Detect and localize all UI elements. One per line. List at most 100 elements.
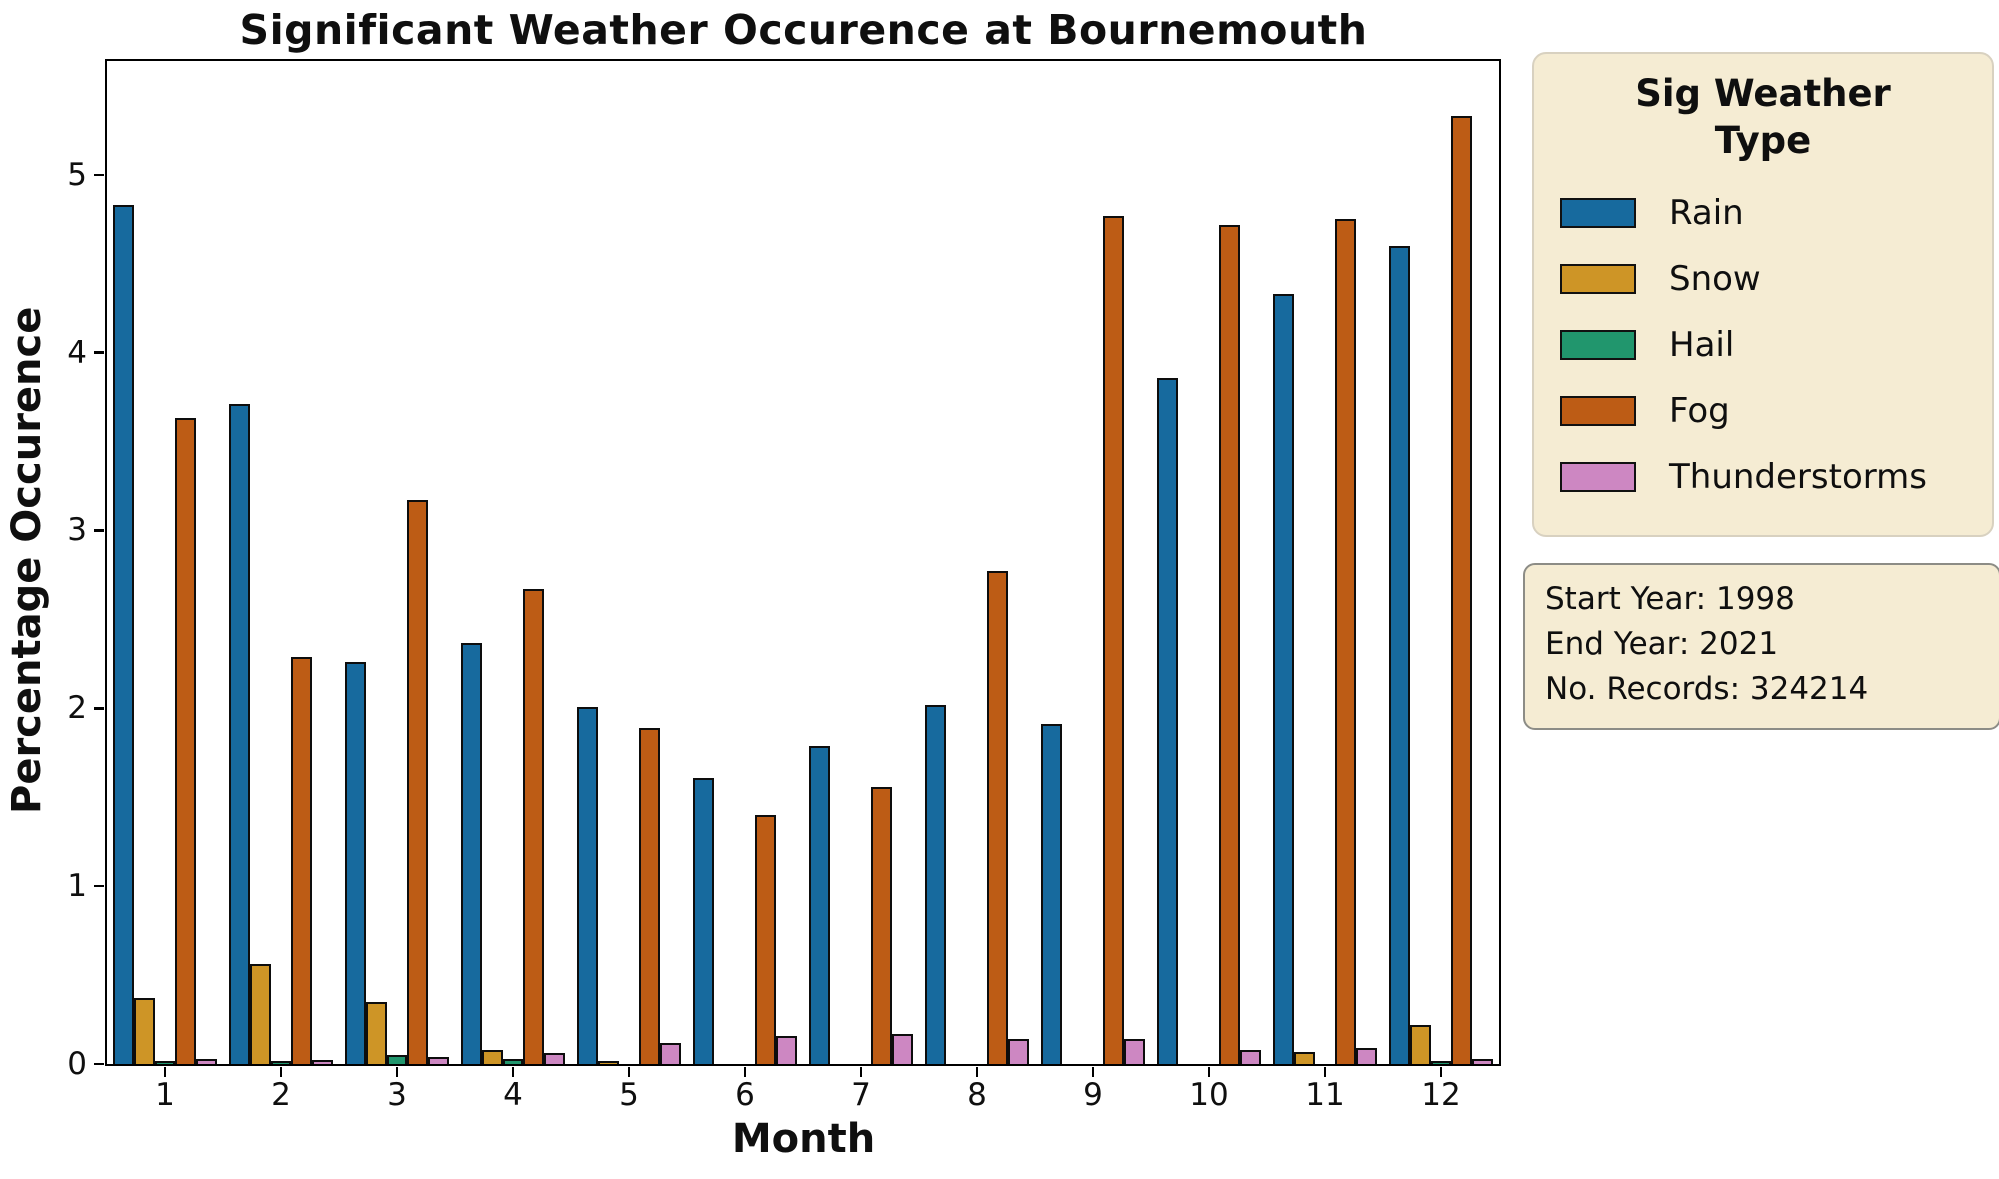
y-tick-label-2: 2 xyxy=(67,690,87,727)
bar-rain-month-2 xyxy=(229,404,250,1064)
bar-rain-month-11 xyxy=(1273,293,1294,1064)
x-tick-label-9: 9 xyxy=(1083,1077,1103,1113)
bar-snow-month-5 xyxy=(597,1061,619,1064)
bar-rain-month-6 xyxy=(693,777,714,1064)
bar-thunderstorms-month-5 xyxy=(660,1042,681,1064)
legend-label-rain: Rain xyxy=(1669,193,1744,233)
legend-item-hail: Hail xyxy=(1560,312,1992,378)
bar-snow-month-11 xyxy=(1293,1051,1315,1064)
info-start-year: Start Year: 1998 xyxy=(1545,581,1795,617)
bar-hail-month-12 xyxy=(1430,1061,1452,1064)
x-tick-label-4: 4 xyxy=(503,1077,523,1113)
chart-title: Significant Weather Occurence at Bournem… xyxy=(239,6,1368,54)
x-tick-1 xyxy=(163,1067,167,1077)
bar-fog-month-8 xyxy=(987,571,1009,1064)
x-tick-label-6: 6 xyxy=(735,1077,755,1113)
bar-rain-month-10 xyxy=(1157,377,1178,1064)
legend-title: Sig Weather Type xyxy=(1534,70,1992,164)
y-tick-label-5: 5 xyxy=(67,156,87,193)
bar-thunderstorms-month-4 xyxy=(544,1053,565,1064)
bar-rain-month-1 xyxy=(113,205,134,1064)
bar-thunderstorms-month-7 xyxy=(892,1033,913,1064)
bar-fog-month-7 xyxy=(871,786,893,1064)
x-tick-label-3: 3 xyxy=(387,1077,407,1113)
bar-thunderstorms-month-9 xyxy=(1124,1039,1145,1064)
bar-snow-month-2 xyxy=(249,964,271,1064)
bar-fog-month-4 xyxy=(523,589,545,1064)
y-tick-label-0: 0 xyxy=(67,1046,87,1082)
legend-item-fog: Fog xyxy=(1560,378,1992,444)
x-tick-label-5: 5 xyxy=(619,1077,639,1113)
bar-fog-month-6 xyxy=(755,815,777,1064)
bar-rain-month-3 xyxy=(345,662,366,1064)
x-tick-10 xyxy=(1207,1067,1211,1077)
bar-hail-month-3 xyxy=(386,1055,408,1064)
x-tick-6 xyxy=(743,1067,747,1077)
legend-label-hail: Hail xyxy=(1669,325,1735,365)
legend: Sig Weather Type Rain Snow Hail Fog Thunders… xyxy=(1532,52,1994,537)
info-end-year: End Year: 2021 xyxy=(1545,626,1779,662)
legend-item-rain: Rain xyxy=(1560,180,1992,246)
legend-items: Rain Snow Hail Fog Thunderstorms xyxy=(1534,180,1992,510)
bar-fog-month-1 xyxy=(175,418,197,1064)
bar-hail-month-2 xyxy=(270,1061,292,1064)
legend-item-thunderstorms: Thunderstorms xyxy=(1560,444,1992,510)
x-tick-label-7: 7 xyxy=(851,1077,871,1113)
y-tick-4 xyxy=(94,351,104,354)
x-tick-3 xyxy=(395,1067,399,1077)
bar-rain-month-4 xyxy=(461,642,482,1064)
bar-thunderstorms-month-1 xyxy=(196,1058,217,1064)
bar-hail-month-4 xyxy=(502,1058,524,1064)
y-tick-label-3: 3 xyxy=(67,512,87,549)
bar-fog-month-10 xyxy=(1219,224,1241,1064)
y-tick-label-4: 4 xyxy=(67,334,87,371)
y-axis-label: Percentage Occurence xyxy=(4,306,50,815)
bar-fog-month-9 xyxy=(1103,215,1125,1064)
bar-rain-month-5 xyxy=(577,706,598,1064)
bar-snow-month-4 xyxy=(481,1049,503,1064)
x-tick-label-1: 1 xyxy=(155,1077,175,1113)
x-tick-7 xyxy=(859,1067,863,1077)
bar-fog-month-5 xyxy=(639,727,661,1064)
bar-fog-month-2 xyxy=(291,656,313,1064)
y-tick-5 xyxy=(94,173,104,177)
x-tick-4 xyxy=(511,1067,515,1077)
bar-thunderstorms-month-10 xyxy=(1240,1049,1261,1064)
bar-hail-month-1 xyxy=(154,1061,176,1064)
bar-snow-month-12 xyxy=(1409,1024,1431,1064)
x-tick-label-8: 8 xyxy=(967,1077,987,1113)
x-tick-12 xyxy=(1439,1067,1443,1077)
bar-thunderstorms-month-12 xyxy=(1472,1058,1493,1064)
info-box: Start Year: 1998 End Year: 2021 No. Reco… xyxy=(1523,563,1999,730)
bar-thunderstorms-month-11 xyxy=(1356,1048,1377,1064)
bar-thunderstorms-month-6 xyxy=(776,1035,797,1064)
bar-fog-month-3 xyxy=(407,500,429,1064)
bar-rain-month-9 xyxy=(1041,724,1062,1064)
legend-title-line2: Type xyxy=(1714,119,1812,162)
x-tick-label-11: 11 xyxy=(1305,1077,1345,1113)
x-tick-8 xyxy=(975,1067,979,1077)
x-tick-label-2: 2 xyxy=(271,1077,291,1113)
legend-swatch-rain xyxy=(1560,198,1636,228)
x-tick-label-10: 10 xyxy=(1189,1077,1229,1113)
legend-label-snow: Snow xyxy=(1669,259,1761,299)
legend-label-fog: Fog xyxy=(1669,391,1730,431)
bar-rain-month-12 xyxy=(1389,245,1410,1064)
bar-thunderstorms-month-2 xyxy=(312,1060,333,1064)
legend-title-line1: Sig Weather xyxy=(1635,72,1891,115)
legend-swatch-snow xyxy=(1560,264,1636,294)
legend-swatch-hail xyxy=(1560,330,1636,360)
y-tick-0 xyxy=(94,1062,104,1066)
legend-label-thunderstorms: Thunderstorms xyxy=(1669,457,1927,497)
bar-thunderstorms-month-3 xyxy=(428,1056,449,1064)
y-tick-1 xyxy=(94,884,104,888)
x-tick-5 xyxy=(627,1067,631,1077)
y-tick-2 xyxy=(94,707,104,710)
legend-swatch-thunderstorms xyxy=(1560,462,1636,492)
bar-rain-month-7 xyxy=(809,745,830,1064)
x-tick-11 xyxy=(1323,1067,1327,1077)
legend-swatch-fog xyxy=(1560,396,1636,426)
y-tick-3 xyxy=(94,529,104,532)
bar-snow-month-3 xyxy=(365,1001,387,1064)
